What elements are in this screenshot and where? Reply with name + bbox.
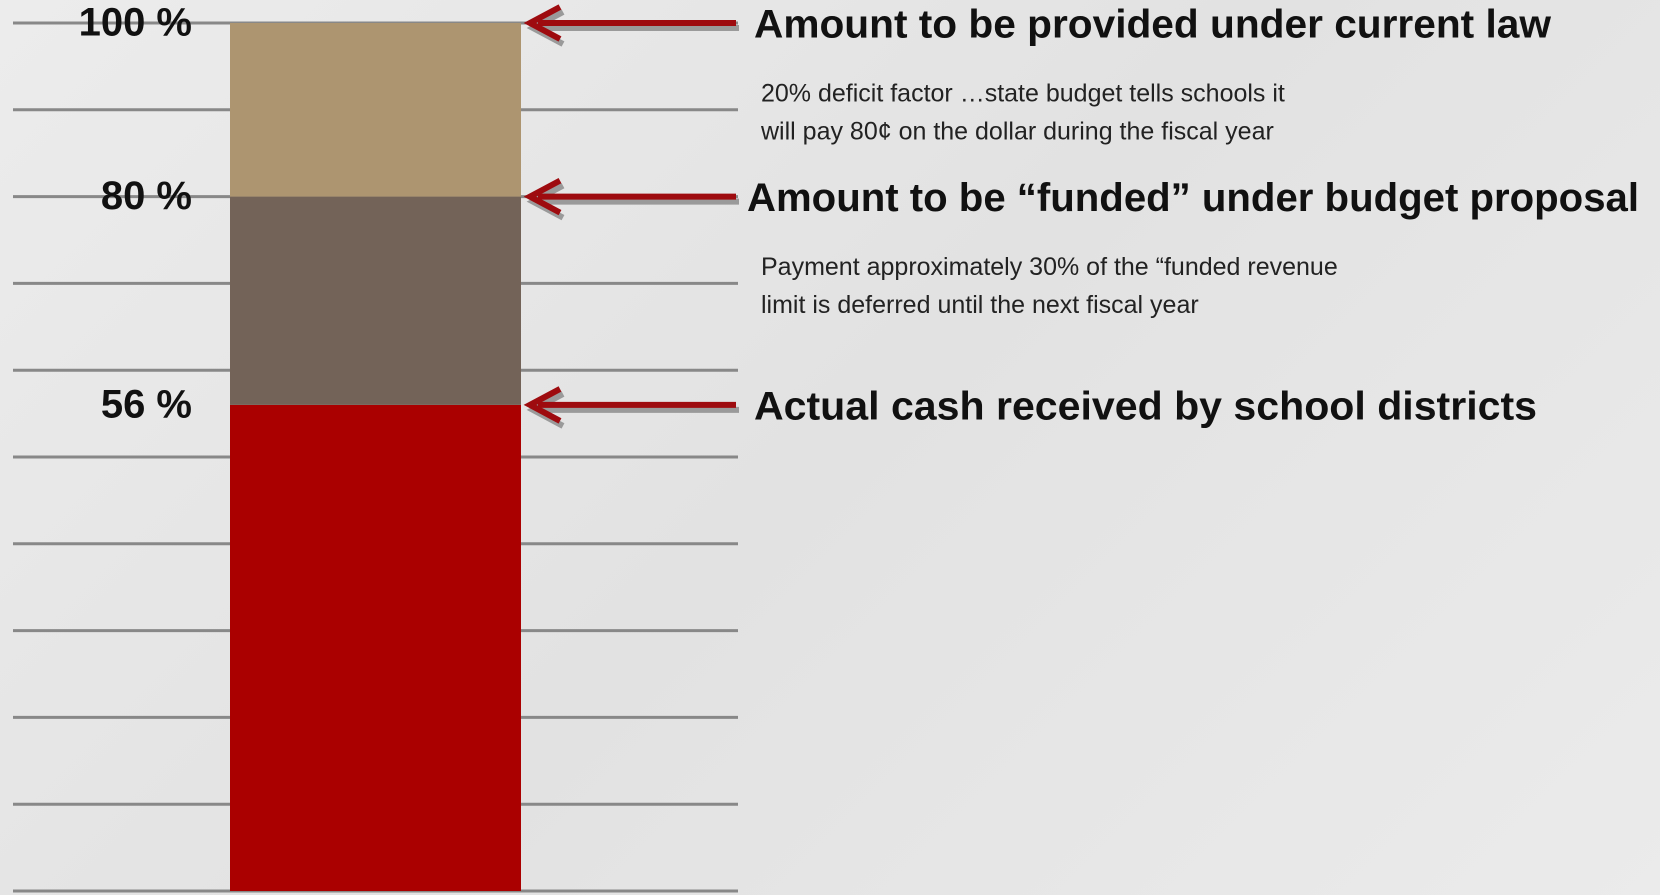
level-label: 100 % [79, 1, 192, 45]
arrow-head [523, 386, 562, 424]
annotation-title: Amount to be “funded” under budget propo… [747, 176, 1639, 220]
annotation-title: Actual cash received by school districts [754, 384, 1537, 428]
annotation-title: Amount to be provided under current law [754, 3, 1552, 47]
level-label: 56 % [101, 382, 192, 426]
arrow-shadow-head [526, 9, 565, 47]
annotation-text: 20% deficit factor …state budget tells s… [761, 80, 1285, 108]
arrow-head [523, 4, 562, 42]
level-label: 80 % [101, 174, 192, 218]
annotation-text: Payment approximately 30% of the “funded… [761, 253, 1338, 281]
bar-segment [230, 23, 521, 197]
annotation-text: will pay 80¢ on the dollar during the fi… [760, 118, 1274, 146]
arrow-head [523, 177, 562, 216]
bar-segment [230, 196, 521, 405]
annotation-text: limit is deferred until the next fiscal … [761, 291, 1199, 319]
bar-segment [230, 404, 521, 891]
